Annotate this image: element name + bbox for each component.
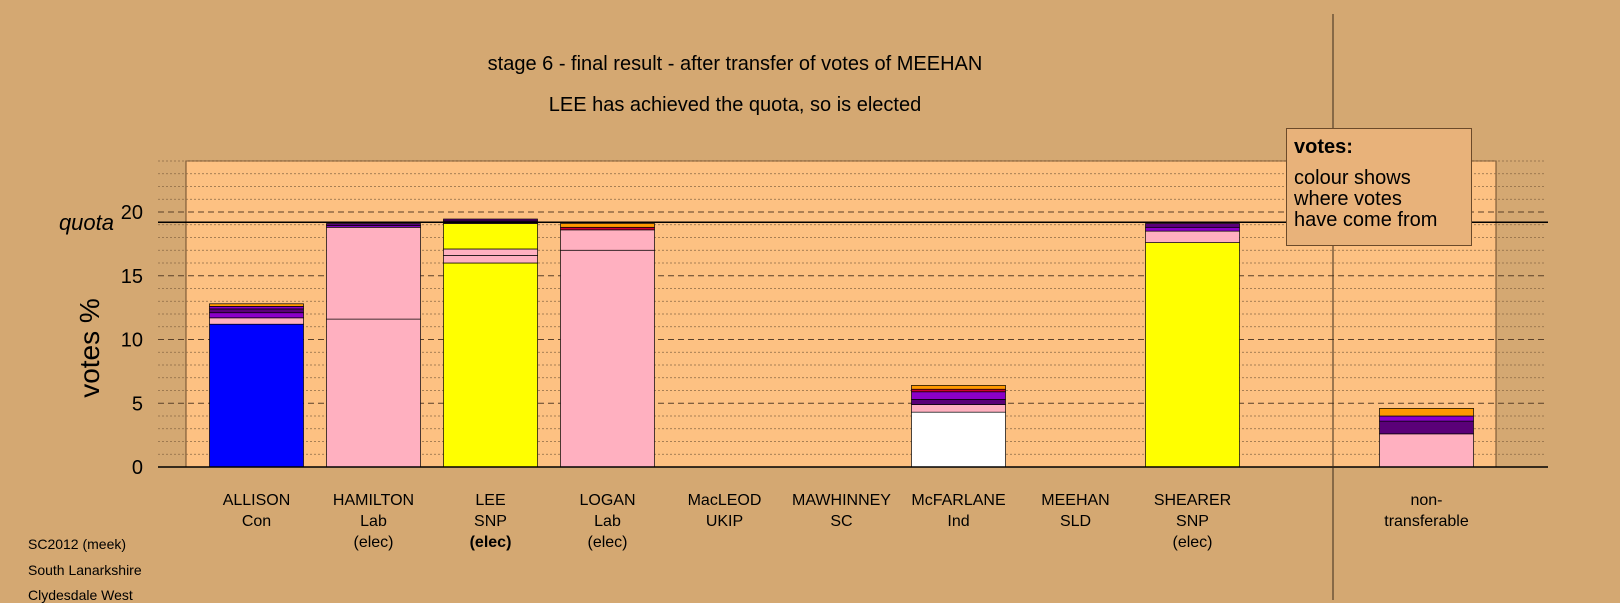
category-label: Con xyxy=(242,513,271,530)
y-tick-label: 5 xyxy=(132,393,143,415)
category-label: SHEARER xyxy=(1154,492,1231,509)
footer-ward: Clydesdale West xyxy=(28,587,133,603)
category-label: HAMILTON xyxy=(333,492,414,509)
bar-segment xyxy=(911,411,1006,468)
bar-segment xyxy=(443,248,538,256)
y-tick-label: 0 xyxy=(132,457,143,479)
bar-segment xyxy=(209,303,304,307)
bar-segment xyxy=(209,306,304,310)
bar-segment xyxy=(326,318,421,468)
bar-segment xyxy=(1145,242,1240,468)
bar-segment xyxy=(209,312,304,319)
bar-segment xyxy=(560,223,655,228)
category-label: LOGAN xyxy=(579,492,635,509)
bar-segment xyxy=(326,223,421,226)
bar-segment xyxy=(911,388,1006,393)
y-tick-label: 15 xyxy=(121,266,143,288)
category-label: UKIP xyxy=(706,513,743,530)
bar-segment xyxy=(1379,433,1474,468)
footer-system: SC2012 (meek) xyxy=(28,536,127,552)
y-tick-label: 10 xyxy=(121,330,143,352)
bar-segment xyxy=(911,404,1006,413)
bar-segment xyxy=(443,218,538,222)
y-tick-label: 20 xyxy=(121,202,143,224)
legend-line-3: have come from xyxy=(1294,209,1438,231)
category-label: (elec) xyxy=(353,534,393,551)
legend-line-2: where votes xyxy=(1294,188,1402,210)
bar-segment xyxy=(560,226,655,231)
bar-segment xyxy=(443,223,538,250)
chart-subtitle: LEE has achieved the quota, so is electe… xyxy=(548,94,922,116)
bar-segment xyxy=(1145,226,1240,232)
bar-segment xyxy=(560,249,655,468)
category-label: (elec) xyxy=(587,534,627,551)
bar-segment xyxy=(911,385,1006,390)
bar-segment xyxy=(911,391,1006,400)
category-label: MEEHAN xyxy=(1041,492,1109,509)
category-label: MAWHINNEY xyxy=(792,492,891,509)
category-label: SNP xyxy=(1176,513,1209,530)
category-label: Ind xyxy=(947,513,969,530)
bar-segment xyxy=(1145,223,1240,228)
category-label: Lab xyxy=(594,513,621,530)
bar-segment xyxy=(209,317,304,325)
y-axis-label: votes % xyxy=(74,298,105,398)
category-label: McFARLANE xyxy=(911,492,1005,509)
footer-council: South Lanarkshire xyxy=(28,562,142,578)
bar-segment xyxy=(443,255,538,264)
bar-segment xyxy=(1379,408,1474,417)
category-label: (elec) xyxy=(1172,534,1212,551)
category-label: non- xyxy=(1410,492,1442,509)
bar-segment xyxy=(1145,230,1240,243)
quota-label: quota xyxy=(59,210,114,235)
category-label: SNP xyxy=(474,513,507,530)
bar-segment xyxy=(209,323,304,468)
bar-segment xyxy=(560,229,655,251)
bar-segment xyxy=(326,226,421,320)
bar-segment xyxy=(1379,415,1474,422)
bar-segment xyxy=(911,399,1006,405)
legend-box: votes: colour shows where votes have com… xyxy=(1286,128,1472,246)
legend-heading: votes: xyxy=(1294,136,1353,158)
category-label: SLD xyxy=(1060,513,1091,530)
bar-segment xyxy=(443,262,538,468)
category-label: ALLISON xyxy=(223,492,291,509)
bar-segment xyxy=(209,308,304,314)
category-label: LEE xyxy=(475,492,505,509)
bar-segment xyxy=(1379,420,1474,435)
legend-line-1: colour shows xyxy=(1294,167,1411,189)
category-label: SC xyxy=(830,513,852,530)
category-label: Lab xyxy=(360,513,387,530)
chart-title: stage 6 - final result - after transfer … xyxy=(487,53,983,75)
category-label: MacLEOD xyxy=(688,492,762,509)
category-label: (elec) xyxy=(470,534,512,551)
category-label: transferable xyxy=(1384,513,1469,530)
